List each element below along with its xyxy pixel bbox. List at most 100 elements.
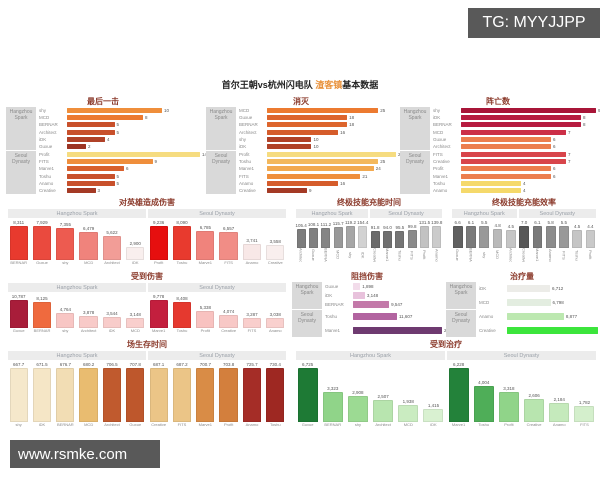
bar-column: 4,764 shy (55, 294, 76, 336)
player-label: MCD (39, 115, 50, 121)
player-label: Creative (521, 248, 527, 262)
bar (519, 226, 529, 248)
bar-stack: 7,929 (31, 220, 52, 260)
bar-row: Anamo 16 (236, 180, 396, 187)
bar (79, 315, 98, 328)
player-label: Marve1 (151, 328, 166, 333)
bar (461, 136, 551, 142)
bar (507, 313, 564, 321)
bar-column: 115.7 MCD (332, 220, 344, 262)
value-label: 14 (202, 152, 208, 158)
bar-column: 5.5 shy (479, 220, 490, 262)
team-label: Hangzhou Spark (296, 351, 445, 360)
player-label: iDK (108, 328, 116, 333)
value-label: 108.1 (307, 222, 320, 228)
player-label: Architect (508, 248, 514, 262)
bar-track: 7 (461, 129, 596, 136)
bar-column: 9,236 Profit (148, 220, 169, 268)
bar-row: FITS 7 (430, 151, 596, 158)
bar-row: MCD 25 (236, 107, 396, 114)
team-label: Hangzhou Spark (292, 282, 322, 309)
value-label: 18 (349, 122, 355, 128)
value-label: 105.4 (295, 222, 307, 228)
player-label: iDK (479, 286, 487, 292)
value-label: 5 (116, 173, 120, 179)
bar-track: 8 (461, 114, 596, 121)
player-label: Anamo (245, 422, 259, 427)
player-label: FITS (239, 173, 249, 179)
value-label: 24 (375, 166, 381, 172)
bar-stack: 94.0 (382, 220, 392, 248)
bar (585, 230, 596, 248)
value-label: 16 (340, 180, 346, 186)
bar (102, 316, 122, 328)
player-label: Marve1 (384, 248, 390, 262)
bar-row: iDK 8 (430, 114, 596, 121)
bar-stack: 6.6 (452, 220, 463, 248)
bar (267, 122, 348, 128)
player-label: MCD (403, 422, 413, 427)
value-label: 707.8 (129, 362, 141, 367)
hbar-body: Hangzhou Spark shy 9 iDK 8 BERNAR 8 MCD 7 Guxue 6 A… (400, 107, 600, 194)
chart-eliminations: 消灭 Hangzhou Spark MCD 25 Guxue 18 BERNAR 18 Arch… (206, 96, 403, 194)
bar (266, 244, 285, 260)
bar-column: 8,125 BERNAR (31, 294, 52, 336)
bar (242, 368, 262, 422)
value-label: 3,318 (503, 386, 515, 392)
bar (172, 368, 192, 422)
chart-title: 治疗量 (510, 272, 534, 281)
bar (461, 108, 596, 114)
player-label: BERNAR (33, 328, 51, 333)
team-label: Seoul Dynasty (206, 151, 236, 194)
vbar-body: 10,787 Guxue 8,125 BERNAR 4,764 shy 3,878 Archi… (8, 294, 286, 336)
bar (56, 312, 75, 328)
value-label: 3,558 (269, 238, 281, 244)
value-label: 6,557 (223, 225, 235, 231)
bar-column: 2,606 Creative (523, 362, 546, 430)
vbar-body: 6.6 Guxue 6.1 BERNAR 5.5 shy 4.8 MCD 4.5 Architec… (452, 220, 596, 262)
team-group: 9,236 Profit 8,090 Toshu 6,785 Marve1 6,557 FIT… (148, 220, 286, 268)
bar (267, 180, 339, 186)
value-label: 154.4 (357, 220, 369, 225)
player-label: Toshu (269, 422, 281, 427)
bar-column: 671.5 iDK (31, 362, 52, 430)
bar-column: 10,787 Guxue (8, 294, 29, 336)
bar-stack: 6,479 (78, 220, 99, 260)
value-label: 111.2 (320, 221, 332, 227)
bar-track: 5 (67, 121, 200, 128)
bar (461, 129, 566, 135)
value-label: 3 (97, 187, 101, 193)
bar-column: 1,415 iDK (422, 362, 445, 430)
bar (219, 315, 238, 328)
player-label: Toshu (478, 422, 490, 427)
bar-column: 91.8 Creative (370, 220, 380, 262)
value-label: 91.8 (370, 225, 380, 231)
bar (507, 326, 598, 334)
bar (309, 228, 318, 248)
bar-stack: 3,323 (321, 362, 344, 422)
bar-stack: 108.1 (307, 220, 320, 248)
team-group: 6,725 Guxue 3,323 BERNAR 2,908 shy 2,507 Archit… (296, 362, 445, 430)
player-label: Marve1 (433, 173, 449, 179)
bar (420, 226, 429, 248)
bar-stack: 5,622 (101, 220, 122, 260)
chart-title: 最后一击 (87, 97, 119, 106)
value-label: 4 (523, 187, 526, 193)
bar-column: 3,323 BERNAR (321, 362, 344, 430)
bar (353, 326, 442, 334)
bar-column: 7.0 Creative (519, 220, 530, 262)
team-group: Seoul Dynasty Profit 14 FITS 9 Marve1 6 Toshu 5 A… (6, 151, 207, 194)
bar (9, 300, 28, 328)
bar-row: iDK 10 (236, 143, 396, 150)
team-group: 10,787 Guxue 8,125 BERNAR 4,764 shy 3,878 Archi… (8, 294, 146, 336)
player-label: BERNAR (468, 248, 474, 262)
value-label: 10 (164, 108, 170, 114)
value-label: 3,741 (246, 237, 258, 243)
bar-rows: shy 10 MCD 8 BERNAR 5 Architect 5 iDK 4 Guxue 2 (36, 107, 200, 150)
bar-track: 6,798 (507, 296, 598, 310)
player-label: Anamo (239, 180, 254, 186)
value-label: 115.7 (332, 221, 344, 227)
bar-stack: 4.4 (585, 220, 596, 248)
bar-row: iDK 6,712 (476, 282, 598, 296)
bar-stack: 91.8 (370, 220, 380, 248)
